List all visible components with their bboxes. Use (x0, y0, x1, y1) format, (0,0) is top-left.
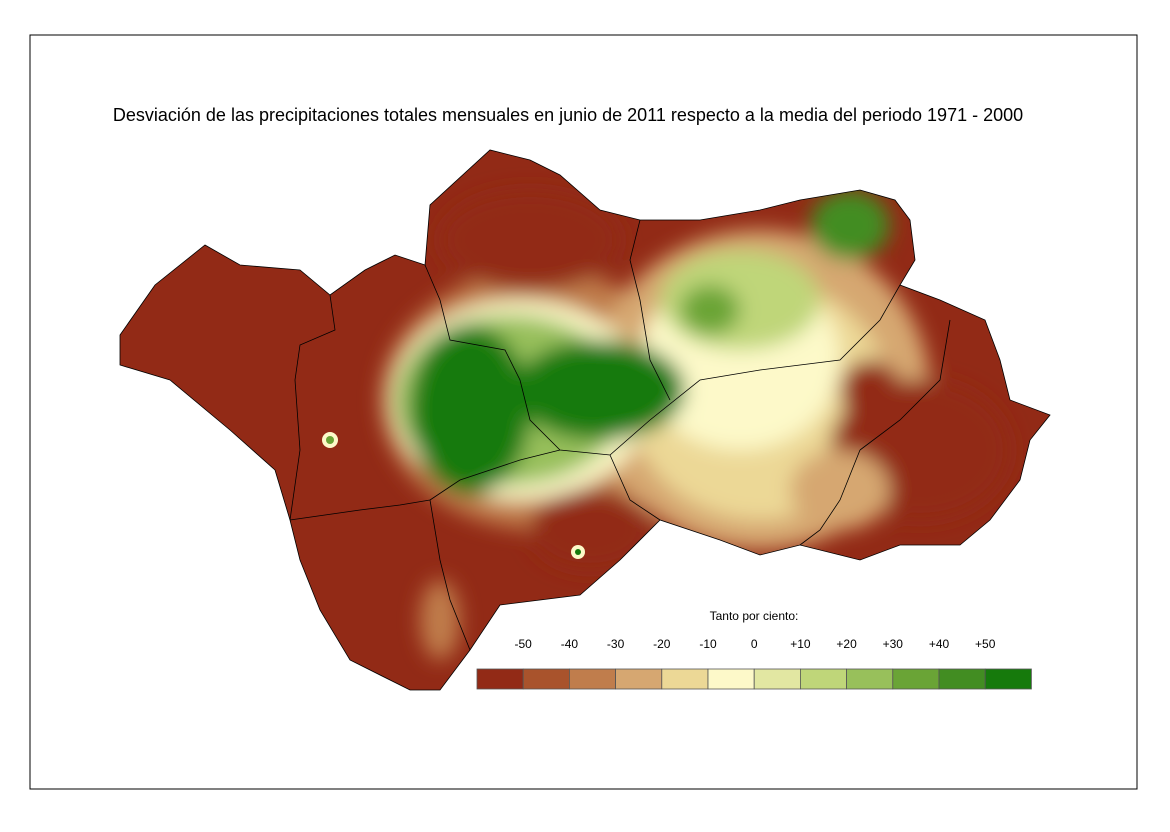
legend-swatch (615, 668, 663, 690)
legend-swatch (938, 668, 986, 690)
legend-swatch (753, 668, 801, 690)
legend-label: -10 (699, 637, 717, 651)
region-outline (119, 149, 1051, 691)
legend-swatch (476, 668, 524, 690)
legend-label: -30 (607, 637, 625, 651)
legend-swatch (892, 668, 940, 690)
legend-swatch (707, 668, 755, 690)
legend-label: +40 (929, 637, 950, 651)
legend-label: -20 (653, 637, 671, 651)
legend-title: Tanto por ciento: (710, 609, 799, 623)
province-borders (289, 219, 951, 651)
legend-swatch (569, 668, 617, 690)
map-title: Desviación de las precipitaciones totale… (113, 105, 1023, 125)
legend-swatch (984, 668, 1032, 690)
legend-label: +30 (883, 637, 904, 651)
legend-label: +50 (975, 637, 996, 651)
legend-swatch (522, 668, 570, 690)
legend-label: +10 (790, 637, 811, 651)
legend: -50 -40 -30 -20 -10 0 +10 +20 +30 +40 +50 (476, 637, 1032, 690)
legend-swatch (800, 668, 848, 690)
legend-swatch (661, 668, 709, 690)
legend-label: +20 (836, 637, 857, 651)
legend-label: 0 (751, 637, 758, 651)
legend-swatch (846, 668, 894, 690)
legend-label: -50 (515, 637, 533, 651)
legend-label: -40 (561, 637, 579, 651)
